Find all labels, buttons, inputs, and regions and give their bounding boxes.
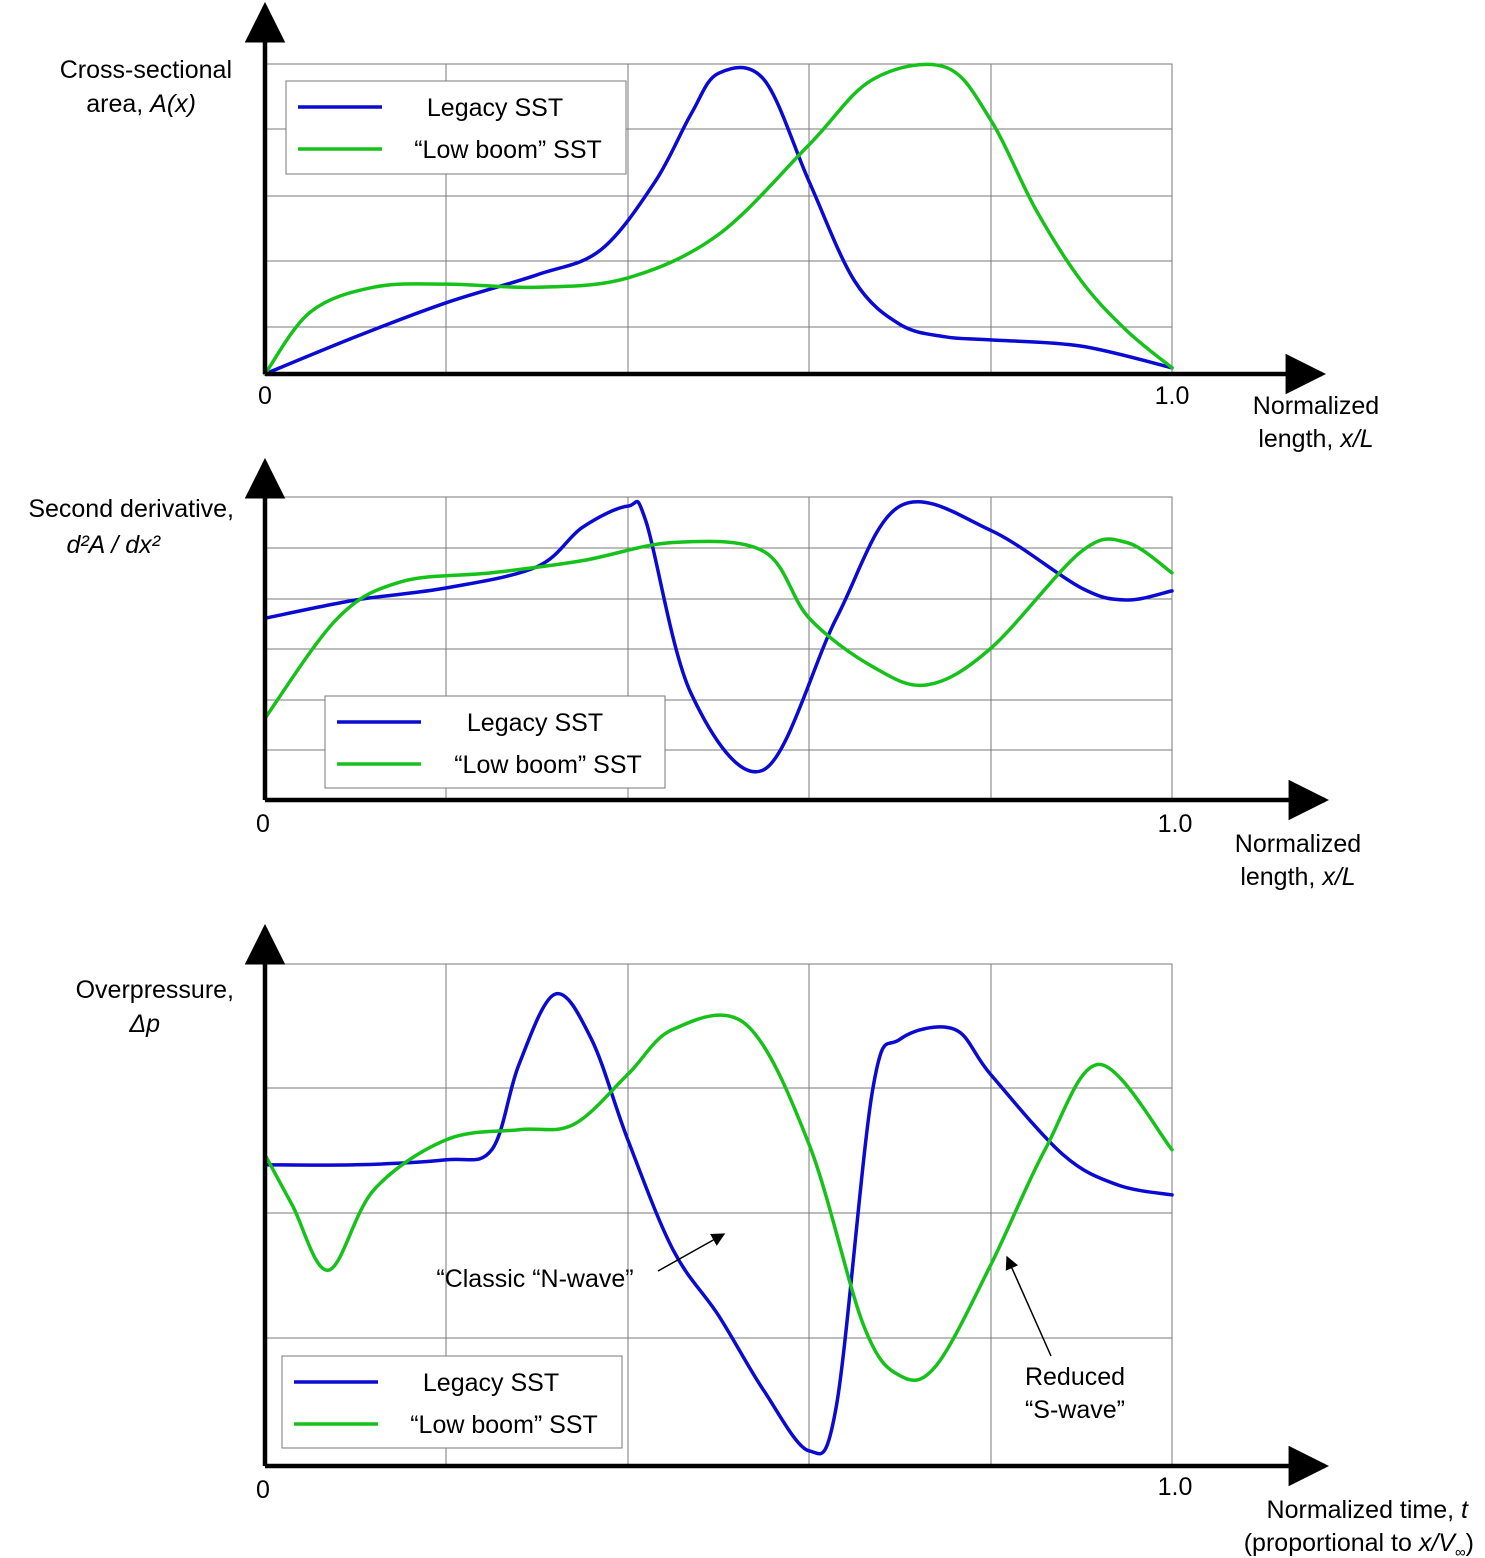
panel-overpressure: Legacy SST “Low boom” SST “Classic “N-wa… <box>76 923 1474 1558</box>
legend-lowboom-label: “Low boom” SST <box>414 136 602 164</box>
overpressure-x-tick-0: 0 <box>256 1476 270 1504</box>
overpressure-y-label-line1: Overpressure, <box>76 976 234 1004</box>
legend-lowboom-label: “Low boom” SST <box>454 751 642 779</box>
legend-legacy-label: Legacy SST <box>467 709 603 737</box>
derivative-x-tick-0: 0 <box>256 810 270 838</box>
area-x-label-line2: length, x/L <box>1258 425 1373 453</box>
annotation-n-wave: “Classic “N-wave” <box>436 1233 726 1293</box>
overpressure-x-label-line2: (proportional to x/V∞) <box>1244 1529 1474 1558</box>
area-x-tick-0: 0 <box>258 382 272 410</box>
derivative-y-label-line2: d²A / dx² <box>66 531 161 559</box>
derivative-legend: Legacy SST “Low boom” SST <box>324 695 666 789</box>
annotation-n-wave-label: “Classic “N-wave” <box>436 1265 633 1293</box>
annotation-s-wave: Reduced “S-wave” <box>1005 1255 1125 1424</box>
area-x-tick-1: 1.0 <box>1155 382 1190 410</box>
derivative-legacy-curve <box>263 499 1174 774</box>
area-lowboom-curve <box>263 62 1174 376</box>
area-y-label-line1: Cross-sectional <box>60 56 232 84</box>
derivative-x-label-line1: Normalized <box>1235 830 1361 858</box>
overpressure-legend: Legacy SST “Low boom” SST <box>281 1355 623 1449</box>
area-y-label-line2: area, A(x) <box>86 90 196 118</box>
legend-legacy-label: Legacy SST <box>427 94 563 122</box>
area-x-label-line1: Normalized <box>1253 392 1379 420</box>
legend-legacy-label: Legacy SST <box>423 1369 559 1397</box>
annotation-s-wave-label-line2: “S-wave” <box>1025 1396 1125 1424</box>
panel-area: Legacy SST “Low boom” SST Cross-sectiona… <box>60 1 1379 453</box>
derivative-y-label-line1: Second derivative, <box>28 495 234 523</box>
annotation-n-wave-arrow <box>657 1233 726 1272</box>
overpressure-x-label-line1: Normalized time, t <box>1267 1496 1470 1524</box>
legend-lowboom-label: “Low boom” SST <box>410 1411 598 1439</box>
derivative-x-label-line2: length, x/L <box>1240 863 1355 891</box>
derivative-lowboom-curve <box>263 537 1174 720</box>
overpressure-lowboom-curve <box>263 1013 1174 1382</box>
area-legend: Legacy SST “Low boom” SST <box>285 80 627 175</box>
overpressure-x-tick-1: 1.0 <box>1158 1473 1193 1501</box>
area-legacy-curve <box>263 65 1174 376</box>
panel-second-derivative: Legacy SST “Low boom” SST Second derivat… <box>28 457 1361 891</box>
annotation-s-wave-arrow <box>1005 1255 1052 1357</box>
derivative-x-tick-1: 1.0 <box>1158 810 1193 838</box>
annotation-s-wave-label-line1: Reduced <box>1025 1363 1125 1391</box>
overpressure-y-label-line2: Δp <box>128 1010 160 1038</box>
